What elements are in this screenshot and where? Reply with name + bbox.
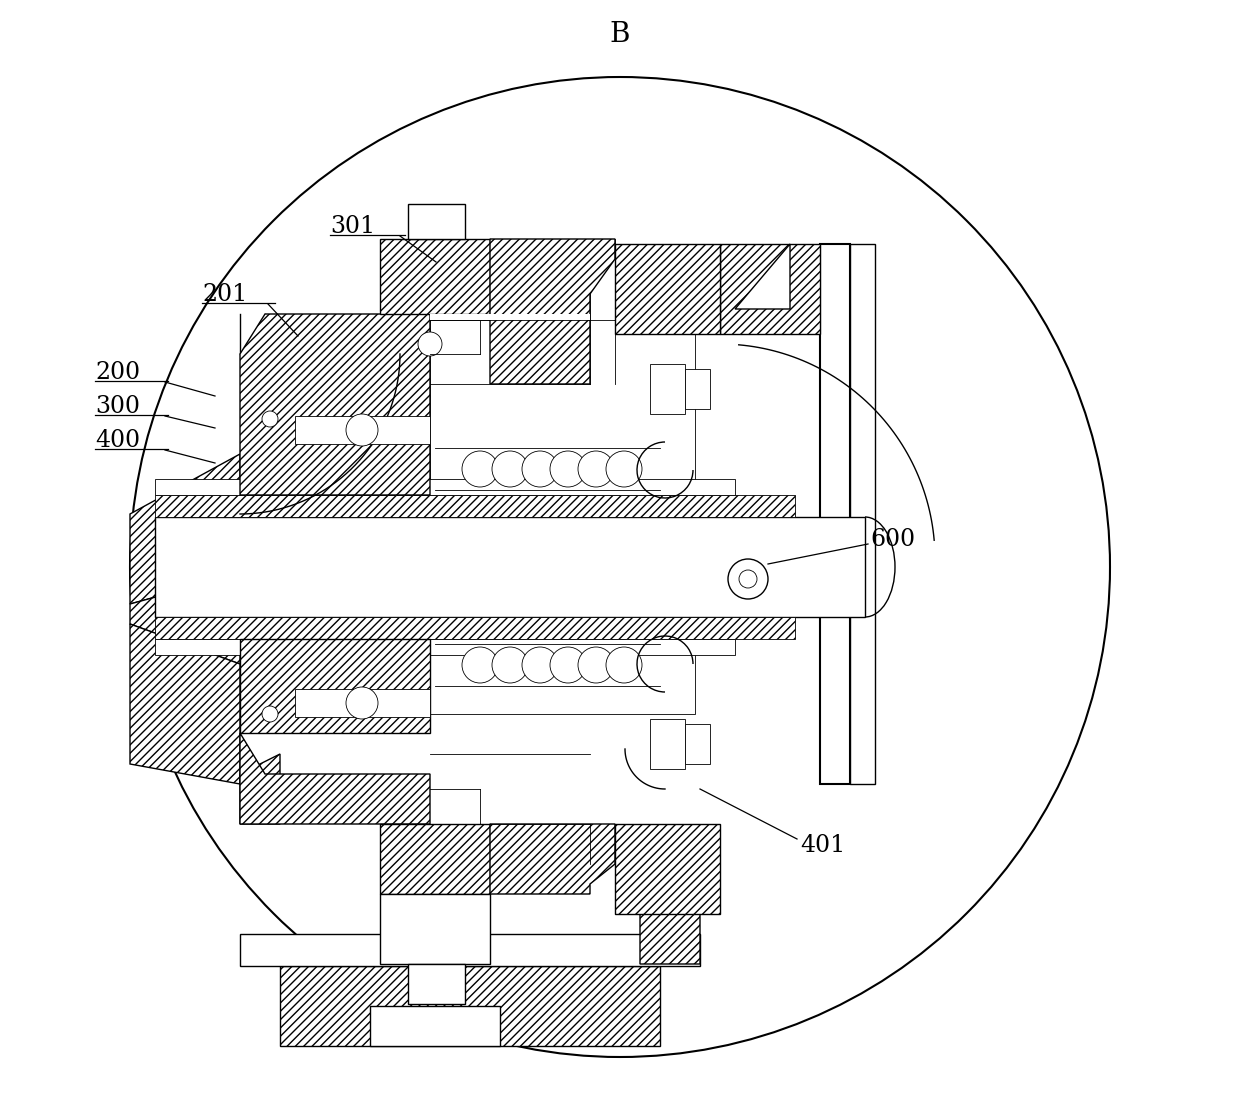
Circle shape xyxy=(262,706,278,722)
Polygon shape xyxy=(720,244,820,334)
Circle shape xyxy=(130,77,1110,1057)
Circle shape xyxy=(492,451,528,487)
Circle shape xyxy=(606,647,642,683)
Polygon shape xyxy=(241,754,280,824)
Polygon shape xyxy=(615,824,720,913)
Circle shape xyxy=(551,451,587,487)
Text: 401: 401 xyxy=(800,834,846,858)
Bar xyxy=(155,617,795,639)
Polygon shape xyxy=(370,1006,500,1046)
Bar xyxy=(155,517,866,617)
Circle shape xyxy=(739,570,756,588)
Bar xyxy=(849,244,875,784)
Bar xyxy=(155,639,735,655)
Polygon shape xyxy=(615,244,720,334)
Polygon shape xyxy=(490,240,615,384)
Text: B: B xyxy=(610,20,630,48)
Polygon shape xyxy=(408,204,465,240)
Circle shape xyxy=(522,647,558,683)
Circle shape xyxy=(551,647,587,683)
Polygon shape xyxy=(130,574,241,664)
Text: 200: 200 xyxy=(95,361,140,383)
Bar xyxy=(684,724,711,764)
Circle shape xyxy=(463,647,498,683)
Bar xyxy=(155,495,795,517)
Text: 600: 600 xyxy=(870,528,915,550)
Polygon shape xyxy=(241,934,701,966)
Bar xyxy=(155,479,735,495)
Text: 300: 300 xyxy=(95,394,140,418)
Bar xyxy=(295,688,430,717)
Circle shape xyxy=(522,451,558,487)
Polygon shape xyxy=(280,966,660,1046)
Bar xyxy=(684,369,711,409)
Bar xyxy=(430,639,694,714)
Polygon shape xyxy=(379,895,490,964)
Bar xyxy=(650,719,684,769)
Circle shape xyxy=(346,414,378,446)
Polygon shape xyxy=(379,824,490,895)
Polygon shape xyxy=(241,314,430,495)
Polygon shape xyxy=(241,733,430,824)
Circle shape xyxy=(578,647,614,683)
Circle shape xyxy=(463,451,498,487)
Bar xyxy=(295,416,430,444)
Circle shape xyxy=(728,559,768,599)
Polygon shape xyxy=(241,639,430,733)
Polygon shape xyxy=(379,240,490,314)
Bar xyxy=(430,314,590,320)
Polygon shape xyxy=(130,624,241,784)
Circle shape xyxy=(606,451,642,487)
Bar xyxy=(430,320,694,495)
Bar xyxy=(650,364,684,414)
Circle shape xyxy=(492,647,528,683)
Text: 400: 400 xyxy=(95,429,140,451)
Circle shape xyxy=(418,332,441,356)
Circle shape xyxy=(262,411,278,427)
Polygon shape xyxy=(735,244,790,309)
Polygon shape xyxy=(130,455,241,604)
Polygon shape xyxy=(640,874,701,964)
Circle shape xyxy=(578,451,614,487)
Text: 301: 301 xyxy=(330,215,376,237)
Polygon shape xyxy=(490,824,615,895)
Bar xyxy=(820,244,849,784)
Polygon shape xyxy=(408,964,465,1004)
Circle shape xyxy=(346,687,378,719)
Text: 201: 201 xyxy=(202,283,247,305)
